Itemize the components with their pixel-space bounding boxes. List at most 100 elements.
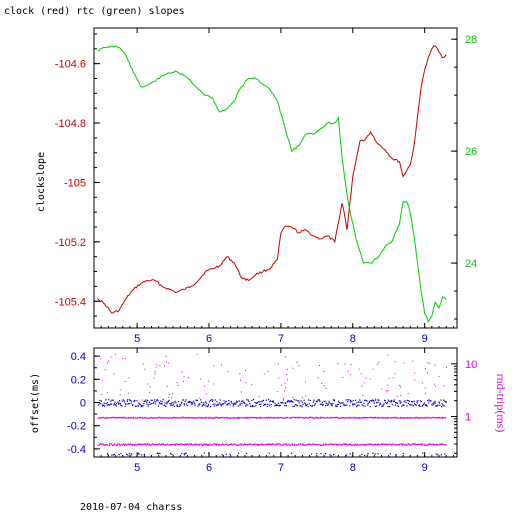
- rnd-trip-point: [201, 417, 204, 419]
- rnd-trip-outlier: [285, 387, 287, 389]
- rnd-trip-outlier: [149, 386, 151, 388]
- rnd-trip-point: [218, 443, 220, 446]
- offset-point: [431, 404, 433, 406]
- offset-point: [378, 399, 380, 401]
- rnd-trip-point: [355, 417, 357, 419]
- rnd-trip-point: [440, 444, 442, 446]
- rnd-trip-point: [397, 444, 399, 446]
- rnd-trip-point: [289, 417, 291, 419]
- x-tick-label: 9: [422, 333, 428, 345]
- rnd-trip-point: [420, 417, 422, 419]
- rnd-trip-point: [238, 444, 240, 446]
- offset-point: [337, 400, 340, 402]
- rnd-trip-point: [106, 444, 108, 446]
- rnd-trip-outlier: [381, 388, 383, 390]
- rnd-trip-point: [272, 417, 274, 419]
- rnd-trip-point: [379, 444, 382, 446]
- offset-point: [245, 405, 247, 407]
- rnd-trip-point: [197, 443, 199, 446]
- rnd-trip-point: [273, 443, 275, 445]
- rnd-trip-point: [256, 443, 258, 445]
- offset-point: [181, 401, 183, 403]
- offset-point: [352, 403, 354, 405]
- rnd-trip-outlier: [221, 364, 222, 366]
- rnd-trip-point: [373, 444, 375, 446]
- offset-low-point: [137, 452, 140, 455]
- offset-point: [360, 401, 362, 403]
- offset-point: [211, 400, 213, 402]
- offset-point: [218, 402, 221, 404]
- offset-low-point: [316, 453, 318, 455]
- rnd-trip-point: [302, 417, 304, 419]
- rnd-trip-point: [342, 443, 344, 445]
- offset-low-point: [203, 452, 205, 454]
- rnd-trip-point: [112, 444, 114, 446]
- rnd-trip-point: [375, 417, 377, 419]
- offset-point: [179, 405, 181, 407]
- offset-point: [441, 406, 443, 408]
- offset-point: [138, 402, 140, 404]
- rnd-trip-point: [213, 417, 215, 419]
- rnd-trip-point: [364, 443, 366, 446]
- rnd-trip-outlier: [305, 381, 306, 383]
- offset-point: [317, 399, 319, 401]
- offset-point: [406, 405, 408, 407]
- rnd-trip-point: [419, 417, 421, 419]
- rnd-trip-point: [235, 417, 237, 419]
- rnd-trip-outlier: [104, 369, 106, 371]
- offset-point: [152, 402, 154, 404]
- rnd-trip-outlier: [385, 390, 387, 392]
- rnd-trip-outlier: [388, 377, 390, 379]
- rnd-trip-point: [281, 444, 283, 446]
- rnd-trip-point: [196, 444, 198, 446]
- rnd-trip-point: [369, 416, 371, 419]
- rnd-trip-point: [396, 417, 398, 419]
- rnd-trip-point: [443, 443, 445, 446]
- rnd-trip-point: [359, 417, 361, 419]
- offset-point: [373, 400, 375, 402]
- rnd-trip-outlier: [360, 373, 362, 375]
- rnd-trip-point: [251, 444, 253, 446]
- rnd-trip-point: [267, 443, 270, 445]
- rnd-trip-point: [137, 417, 139, 419]
- offset-point: [202, 403, 204, 405]
- offset-point: [99, 399, 101, 402]
- offset-point: [302, 403, 304, 405]
- rnd-trip-point: [136, 417, 138, 419]
- rnd-trip-point: [316, 417, 318, 419]
- rnd-trip-point: [316, 443, 318, 446]
- rnd-trip-point: [230, 417, 232, 419]
- rnd-trip-point: [383, 443, 385, 445]
- offset-point: [161, 401, 163, 403]
- rnd-trip-point: [139, 443, 141, 445]
- offset-point: [393, 400, 395, 402]
- offset-point: [278, 405, 280, 407]
- rnd-trip-outlier: [142, 363, 144, 365]
- rnd-trip-point: [344, 443, 347, 445]
- rnd-trip-outlier: [337, 362, 339, 364]
- y-tick-label: -105.4: [55, 296, 86, 308]
- offset-point: [247, 399, 249, 401]
- offset-point: [146, 399, 149, 401]
- offset-point: [194, 405, 196, 407]
- rnd-trip-outlier: [277, 363, 279, 365]
- rnd-trip-outlier: [205, 393, 207, 395]
- rnd-trip-outlier: [115, 353, 116, 355]
- rnd-trip-point: [282, 444, 284, 446]
- rnd-trip-point: [248, 417, 250, 419]
- rnd-trip-point: [385, 443, 387, 445]
- rnd-trip-point: [356, 444, 358, 446]
- offset-point: [326, 404, 329, 406]
- rnd-trip-point: [116, 444, 118, 446]
- offset-point: [196, 400, 198, 402]
- offset-point: [149, 403, 151, 405]
- rnd-trip-point: [254, 417, 256, 419]
- offset-point: [219, 399, 221, 401]
- y2-tick-label: 28: [465, 34, 477, 46]
- rnd-trip-point: [312, 417, 314, 419]
- rnd-trip-point: [245, 417, 247, 419]
- rnd-trip-point: [149, 444, 152, 446]
- rnd-trip-point: [130, 443, 132, 445]
- rnd-trip-outlier: [263, 373, 265, 375]
- rnd-trip-outlier: [240, 379, 241, 381]
